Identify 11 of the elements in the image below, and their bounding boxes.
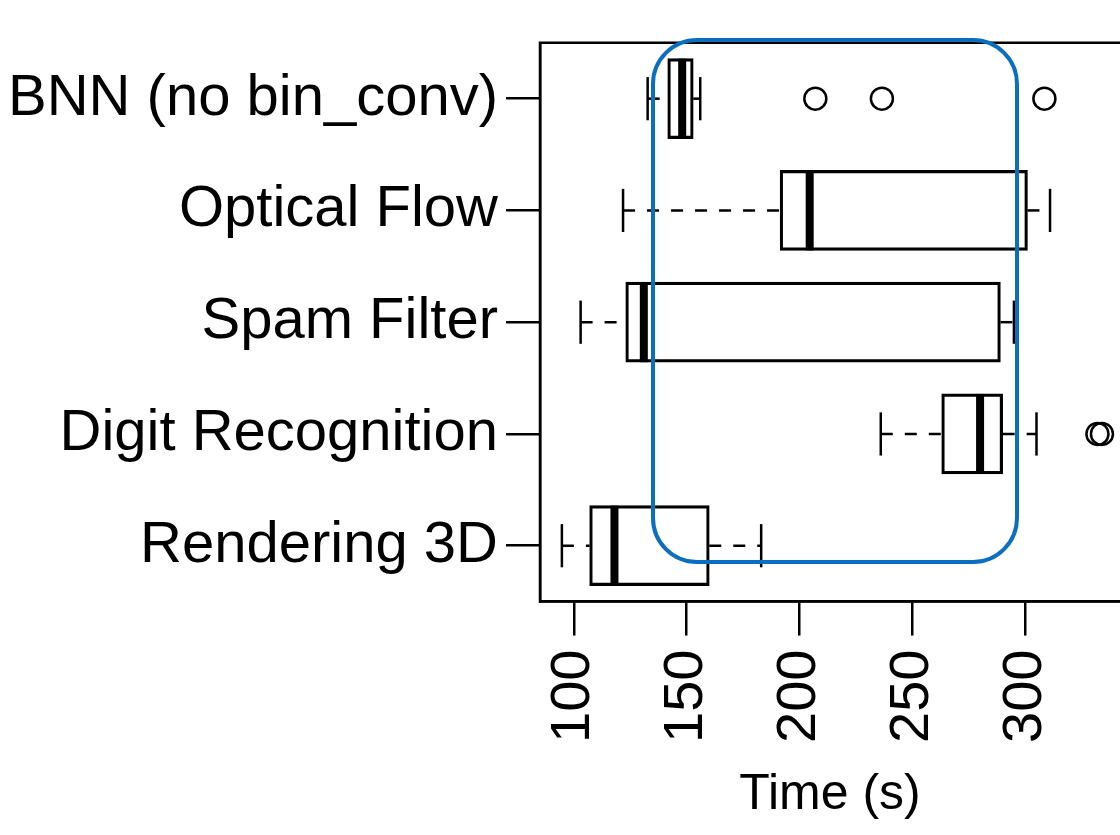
y-tick-label: BNN (no bin_conv) [8, 61, 498, 127]
x-axis-title: Time (s) [739, 763, 921, 820]
x-tick-label: 100 [538, 649, 602, 743]
y-tick-label: Rendering 3D [140, 508, 498, 574]
x-tick-label: 300 [989, 649, 1053, 743]
y-tick-label: Optical Flow [178, 173, 500, 239]
y-tick-label: Spam Filter [201, 285, 498, 351]
y-tick-label: Digit Recognition [59, 396, 498, 462]
x-tick-label: 250 [876, 649, 940, 743]
x-tick-label: 200 [763, 649, 827, 743]
x-tick-label: 150 [651, 649, 715, 743]
